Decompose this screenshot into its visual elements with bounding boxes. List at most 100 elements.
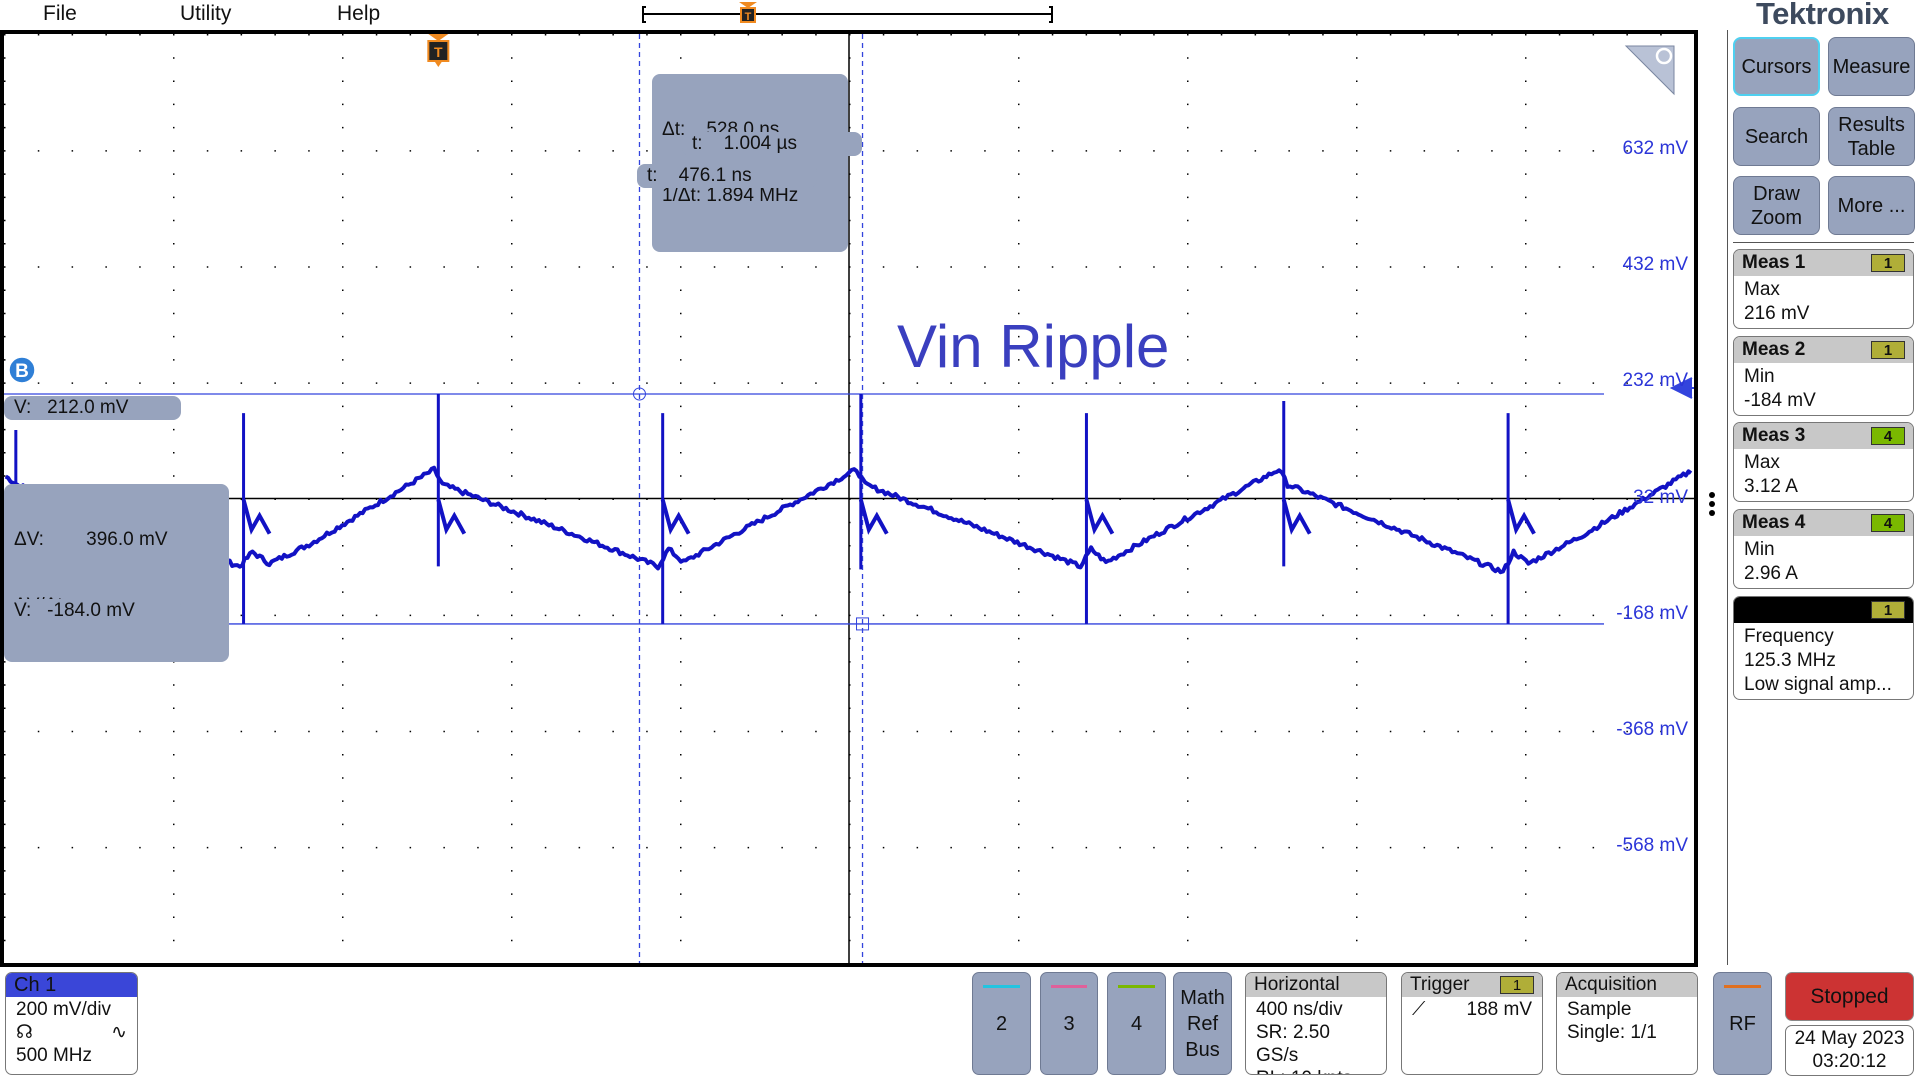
ch3-button[interactable]: 3 [1040, 972, 1098, 1075]
delta-t-readout[interactable]: Δt: 528.0 ns 1/Δt: 1.894 MHz [652, 74, 848, 252]
menu-file[interactable]: File [43, 2, 77, 25]
trigger-source-badge: 1 [1500, 976, 1534, 994]
date: 24 May 2023 [1794, 1028, 1905, 1049]
cursor-b-voltage-readout[interactable]: V: 212.0 mV [4, 396, 181, 420]
inverse-delta-t-value: 1/Δt: 1.894 MHz [662, 185, 799, 206]
ch1-bandwidth: 500 MHz [16, 1045, 93, 1066]
trigger-title: Trigger [1410, 974, 1470, 995]
trigger-position-icon[interactable]: T [739, 2, 757, 23]
voltage-scale-label: -568 mV [1616, 834, 1688, 856]
probe-icon: ☊ [16, 1022, 33, 1043]
horizontal-scale: 400 ns/div [1256, 999, 1343, 1020]
acquisition-title: Acquisition [1557, 973, 1697, 997]
meas-value: 3.12 A [1744, 476, 1798, 497]
meas-value: 216 mV [1744, 303, 1810, 324]
ac-coupling-icon: ∿ [111, 1022, 127, 1043]
cursor-b-time-readout[interactable]: t: 1.004 µs [682, 132, 862, 156]
meas-title: Meas 4 [1742, 512, 1806, 533]
ch4-button[interactable]: 4 [1107, 972, 1166, 1075]
waveform-ringing [1506, 499, 1536, 535]
rf-button[interactable]: RF [1713, 972, 1772, 1075]
ch1-badge[interactable]: Ch 1 200 mV/div ☊ ∿ 500 MHz [5, 972, 138, 1075]
frequency-meas-badge[interactable]: 1 Frequency 125.3 MHz Low signal amp... [1733, 596, 1914, 700]
meas-2-badge[interactable]: Meas 2 1 Min -184 mV [1733, 336, 1914, 416]
draw-zoom-button[interactable]: Draw Zoom [1733, 176, 1820, 235]
panel-separator [1733, 242, 1914, 243]
menu-help[interactable]: Help [337, 2, 381, 25]
run-stop-status-button[interactable]: Stopped [1785, 972, 1914, 1021]
voltage-scale-label: -368 mV [1616, 718, 1688, 740]
record-bracket [642, 6, 1053, 23]
ch2-label: 2 [995, 1012, 1008, 1035]
source-badge: 4 [1871, 514, 1905, 532]
meas-warning: Low signal amp... [1744, 674, 1892, 695]
date-time-badge[interactable]: 24 May 2023 03:20:12 [1785, 1025, 1914, 1076]
rising-edge-icon: ⟋ [1412, 999, 1426, 1020]
plot-title: Vin Ripple [897, 313, 1170, 380]
ch3-label: 3 [1063, 1012, 1075, 1035]
delta-v-readout[interactable]: ΔV: 396.0 mV ΔV/Δt: [4, 484, 229, 662]
meas-type: Frequency [1744, 626, 1834, 647]
meas-3-badge[interactable]: Meas 3 4 Max 3.12 A [1733, 422, 1914, 502]
panel-divider [1727, 30, 1728, 965]
ch2-button[interactable]: 2 [972, 972, 1031, 1075]
meas-value: 125.3 MHz [1744, 650, 1836, 671]
trigger-level: 188 mV [1466, 999, 1532, 1020]
graticule: BAT [4, 34, 1694, 963]
measure-button[interactable]: Measure [1828, 37, 1915, 96]
sample-rate: SR: 2.50 GS/s [1256, 1022, 1330, 1066]
trigger-badge[interactable]: Trigger 1 ⟋ 188 mV [1401, 972, 1543, 1075]
tektronix-logo: Tektronix [1756, 0, 1889, 31]
ch1-title: Ch 1 [6, 973, 137, 997]
horizontal-title: Horizontal [1246, 973, 1386, 997]
meas-title: Meas 3 [1742, 425, 1806, 446]
svg-text:T: T [745, 11, 752, 23]
panel-resize-handle[interactable] [1709, 492, 1715, 516]
trigger-time-pointer-icon [434, 61, 443, 67]
waveform-ringing [858, 499, 889, 535]
meas-type: Max [1744, 452, 1780, 473]
meas-4-badge[interactable]: Meas 4 4 Min 2.96 A [1733, 509, 1914, 589]
source-badge: 4 [1871, 427, 1905, 445]
ch1-scale: 200 mV/div [16, 999, 112, 1020]
voltage-scale-label: -168 mV [1616, 602, 1688, 624]
cursor-a-voltage-readout[interactable]: V: -184.0 mV [4, 599, 181, 623]
waveform-display[interactable]: BAT Δt: 528.0 ns 1/Δt: 1.894 MHz t: 1.00… [0, 30, 1698, 967]
math-ref-bus-button[interactable]: Math Ref Bus [1173, 972, 1232, 1075]
waveform-ringing [241, 499, 272, 535]
record-overview[interactable]: T [640, 0, 1060, 30]
source-badge: 1 [1871, 341, 1905, 359]
meas-type: Min [1744, 366, 1775, 387]
acquisition-badge[interactable]: Acquisition Sample Single: 1/1 [1556, 972, 1698, 1075]
ch1-waveform-trace [4, 465, 1693, 575]
meas-1-badge[interactable]: Meas 1 1 Max 216 mV [1733, 249, 1914, 329]
meas-title: Meas 2 [1742, 339, 1806, 360]
results-table-button[interactable]: Results Table [1828, 107, 1915, 166]
delta-v-value: ΔV: 396.0 mV [14, 529, 168, 550]
waveform-ringing [436, 499, 467, 535]
meas-value: -184 mV [1744, 390, 1816, 411]
zoom-corner-icon [1624, 45, 1675, 96]
record-length: RL: 10 kpts [1256, 1067, 1376, 1074]
acquisition-count: Single: 1/1 [1567, 1022, 1657, 1043]
meas-title: Meas 1 [1742, 252, 1806, 273]
waveform-ringing [660, 499, 691, 535]
more-button[interactable]: More ... [1828, 176, 1915, 235]
ch4-label: 4 [1130, 1012, 1143, 1035]
time: 03:20:12 [1812, 1051, 1887, 1072]
voltage-scale-label: 432 mV [1622, 254, 1688, 276]
voltage-scale-label: 632 mV [1622, 138, 1688, 160]
voltage-scale-label: 32 mV [1633, 486, 1688, 508]
cursor-a-time-readout[interactable]: t: 476.1 ns [637, 164, 817, 188]
trigger-time-arrow-icon [428, 34, 449, 41]
search-button[interactable]: Search [1733, 107, 1820, 166]
cursors-button[interactable]: Cursors [1733, 37, 1820, 96]
source-badge: 1 [1871, 254, 1905, 272]
waveform-ringing [1281, 499, 1312, 535]
meas-type: Min [1744, 539, 1775, 560]
ch1-offset-arrow-icon [1669, 377, 1694, 399]
acquisition-mode: Sample [1567, 999, 1632, 1020]
rf-label: RF [1729, 1012, 1756, 1035]
menu-utility[interactable]: Utility [180, 2, 232, 25]
